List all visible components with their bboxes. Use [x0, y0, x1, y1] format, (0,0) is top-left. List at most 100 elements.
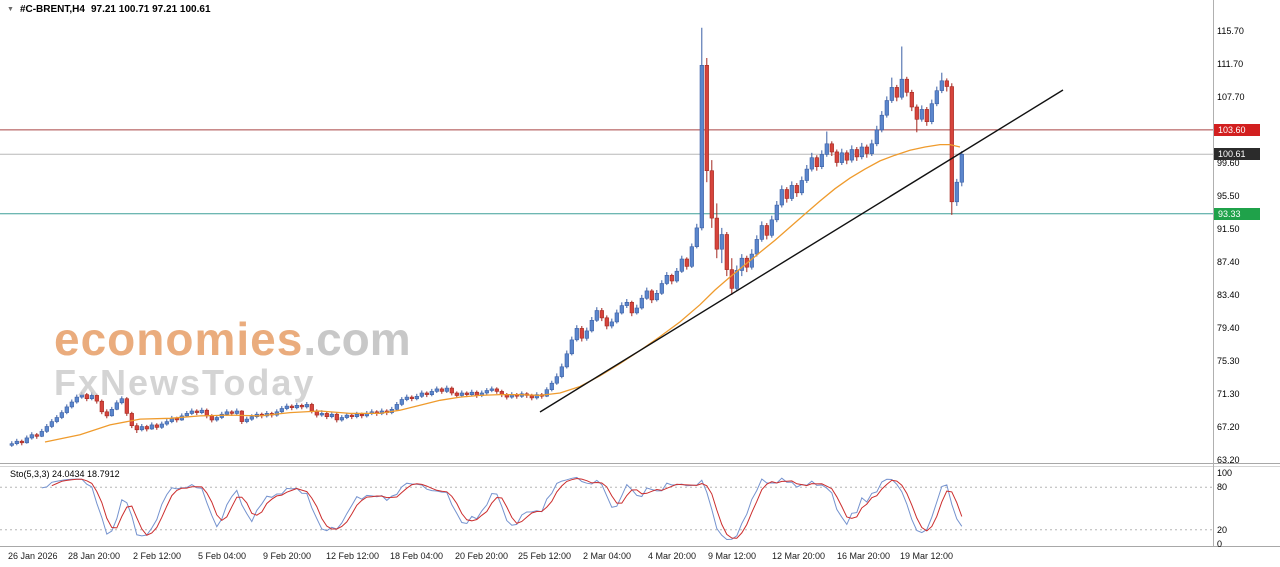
candle-body	[339, 417, 344, 421]
time-axis-label: 5 Feb 04:00	[198, 551, 247, 561]
candle-body	[89, 395, 94, 399]
candle-body	[424, 392, 429, 395]
time-axis-label: 20 Feb 20:00	[455, 551, 509, 561]
candle-body	[724, 234, 729, 270]
candle-body	[894, 87, 899, 98]
chart-header: ▼ #C-BRENT,H4 97.21 100.71 97.21 100.61	[7, 4, 211, 15]
candle-body	[689, 246, 694, 267]
candle-body	[154, 424, 159, 428]
indicator-scale-label: 0	[1217, 539, 1223, 549]
price-axis-label: 67.20	[1217, 422, 1240, 432]
time-axis-label: 9 Mar 12:00	[708, 551, 757, 561]
candle-body	[464, 392, 469, 395]
price-axis-label: 87.40	[1217, 257, 1240, 267]
candle-body	[29, 434, 34, 439]
candle-body	[554, 376, 559, 384]
candle-body	[824, 143, 829, 155]
candle-body	[834, 151, 839, 163]
price-axis-label: 91.50	[1217, 224, 1240, 234]
candle-body	[44, 426, 49, 432]
candle-body	[439, 388, 444, 392]
price-axis-label: 99.60	[1217, 158, 1240, 168]
candle-body	[344, 414, 349, 418]
candle-body	[319, 413, 324, 416]
watermark-subtitle: FxNewsToday	[54, 361, 316, 403]
time-axis-label: 25 Feb 12:00	[518, 551, 572, 561]
candle-body	[804, 168, 809, 181]
time-axis-label: 4 Mar 20:00	[648, 551, 697, 561]
time-axis-label: 28 Jan 20:00	[68, 551, 121, 561]
candle-body	[734, 270, 739, 289]
candle-body	[709, 170, 714, 219]
candle-body	[434, 388, 439, 392]
candle-body	[634, 307, 639, 314]
candle-body	[844, 152, 849, 161]
candle-body	[469, 391, 474, 396]
candle-body	[774, 204, 779, 221]
candle-body	[599, 310, 604, 319]
candle-body	[354, 413, 359, 418]
candle-body	[59, 412, 64, 418]
trendline[interactable]	[539, 89, 1064, 413]
time-axis-label: 19 Mar 12:00	[900, 551, 954, 561]
candle-body	[189, 410, 194, 414]
stochastic-signal-line	[51, 477, 963, 539]
time-axis-label: 12 Mar 20:00	[772, 551, 826, 561]
candle-body	[64, 406, 69, 413]
price-axis-label: 79.40	[1217, 323, 1240, 333]
price-badge: 93.33	[1214, 208, 1260, 220]
candle-body	[669, 274, 674, 282]
candle-body	[39, 431, 44, 437]
chart-dropdown-icon[interactable]: ▼	[7, 6, 14, 13]
candle-body	[929, 103, 934, 122]
candle-body	[124, 398, 129, 414]
time-axis-label: 2 Mar 04:00	[583, 551, 632, 561]
candle-body	[234, 410, 239, 414]
candle-body	[869, 143, 874, 154]
candle-body	[849, 149, 854, 161]
candle-body	[629, 301, 634, 314]
time-axis-label: 12 Feb 12:00	[326, 551, 380, 561]
candle-body	[639, 297, 644, 309]
candle-body	[409, 396, 414, 400]
candle-body	[49, 421, 54, 427]
indicator-scale-label: 100	[1217, 468, 1233, 478]
candle-body	[399, 399, 404, 405]
candle-body	[594, 310, 599, 321]
candle-body	[404, 396, 409, 400]
candle-body	[494, 388, 499, 392]
candle-body	[304, 404, 309, 408]
price-badge: 103.60	[1214, 124, 1260, 136]
candle-body	[914, 106, 919, 120]
candle-body	[239, 410, 244, 422]
candle-body	[664, 274, 669, 284]
candle-body	[874, 129, 879, 145]
candle-body	[449, 387, 454, 394]
candle-body	[119, 398, 124, 404]
candle-body	[144, 426, 149, 430]
candle-body	[569, 339, 574, 355]
candle-body	[459, 392, 464, 396]
candle-body	[934, 90, 939, 105]
candle-body	[759, 225, 764, 240]
ohlc-values: 97.21 100.71 97.21 100.61	[90, 4, 211, 15]
candle-body	[854, 149, 859, 158]
candle-body	[564, 353, 569, 368]
candle-body	[944, 80, 949, 87]
candle-body	[809, 157, 814, 170]
candle-body	[889, 87, 894, 101]
candle-body	[644, 290, 649, 299]
candle-body	[694, 227, 699, 247]
candle-body	[954, 181, 959, 203]
candle-body	[549, 382, 554, 391]
candle-body	[819, 154, 824, 167]
candle-body	[919, 109, 924, 120]
candle-body	[54, 417, 59, 422]
candle-body	[244, 418, 249, 422]
candle-body	[789, 185, 794, 199]
candle-body	[299, 404, 304, 408]
candle-body	[139, 426, 144, 431]
candle-body	[529, 395, 534, 399]
